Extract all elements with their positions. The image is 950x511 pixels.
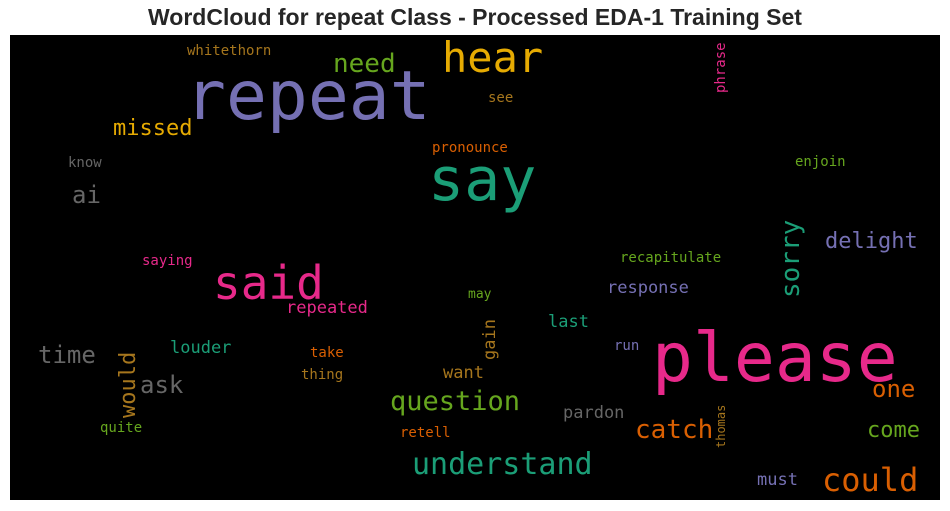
word-repeated: repeated bbox=[286, 298, 368, 318]
word-recapitulate: recapitulate bbox=[620, 250, 722, 266]
word-last: last bbox=[548, 312, 589, 332]
word-retell: retell bbox=[400, 425, 451, 441]
word-pronounce: pronounce bbox=[432, 140, 508, 156]
word-please: please bbox=[652, 319, 898, 398]
word-missed: missed bbox=[113, 116, 193, 141]
word-cloud: repeat please say said hear understand could qu… bbox=[10, 35, 940, 500]
word-phrase: phrase bbox=[713, 42, 729, 93]
word-want: want bbox=[443, 363, 484, 383]
word-may: may bbox=[468, 287, 492, 302]
word-repeat: repeat bbox=[185, 57, 431, 136]
word-need: need bbox=[333, 49, 396, 79]
word-catch: catch bbox=[635, 415, 714, 445]
word-would: would bbox=[116, 351, 141, 418]
word-thomas: thomas bbox=[714, 404, 728, 448]
word-come: come bbox=[867, 418, 920, 443]
word-know: know bbox=[68, 155, 102, 171]
word-take: take bbox=[310, 345, 344, 361]
word-sorry: sorry bbox=[776, 219, 806, 298]
word-thing: thing bbox=[301, 367, 344, 383]
word-louder: louder bbox=[170, 338, 232, 358]
word-hear: hear bbox=[442, 35, 544, 82]
word-could: could bbox=[822, 461, 919, 499]
word-saying: saying bbox=[142, 253, 193, 269]
word-question: question bbox=[390, 386, 521, 417]
word-ask: ask bbox=[140, 371, 184, 399]
word-run: run bbox=[614, 338, 640, 354]
word-say: say bbox=[428, 145, 537, 215]
word-delight: delight bbox=[825, 229, 918, 254]
word-ai: ai bbox=[72, 181, 101, 209]
word-response: response bbox=[607, 278, 689, 298]
word-quite: quite bbox=[100, 420, 143, 436]
word-said: said bbox=[213, 256, 324, 310]
word-see: see bbox=[488, 90, 514, 106]
word-one: one bbox=[872, 375, 916, 403]
word-must: must bbox=[757, 470, 798, 490]
word-pardon: pardon bbox=[563, 403, 625, 423]
word-understand: understand bbox=[412, 447, 593, 482]
figure-title: WordCloud for repeat Class - Processed E… bbox=[148, 4, 802, 30]
word-gain: gain bbox=[480, 319, 500, 360]
word-enjoin: enjoin bbox=[795, 154, 846, 170]
word-whitethorn: whitethorn bbox=[187, 43, 272, 59]
word-time: time bbox=[38, 341, 96, 369]
